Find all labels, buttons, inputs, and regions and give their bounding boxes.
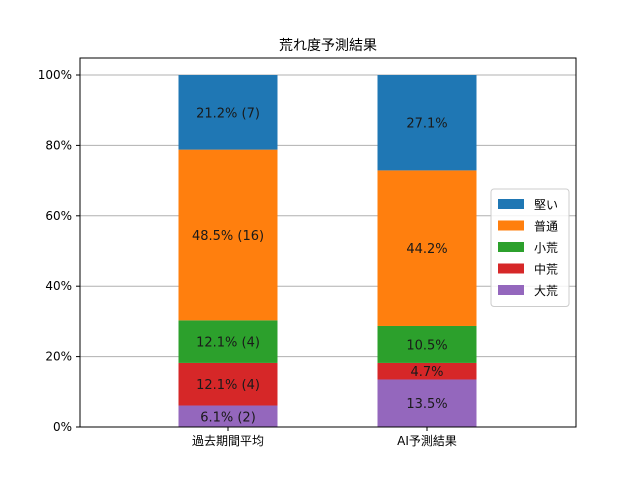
plot-frame bbox=[79, 57, 577, 428]
bar-segment bbox=[377, 325, 477, 363]
legend-label: 小荒 bbox=[534, 241, 558, 255]
bars-layer bbox=[178, 75, 477, 427]
legend-swatch bbox=[498, 220, 524, 231]
bar-value-label: 6.1% (2) bbox=[200, 410, 256, 425]
y-tick-label: 60% bbox=[45, 209, 72, 223]
legend-label: 中荒 bbox=[534, 262, 558, 277]
y-tick-label: 0% bbox=[53, 420, 72, 434]
legend-label: 大荒 bbox=[534, 284, 558, 298]
chart-title: 荒れ度予測結果 bbox=[279, 38, 377, 54]
bar-value-label: 12.1% (4) bbox=[196, 378, 260, 393]
bar-segment bbox=[178, 362, 278, 406]
bar-value-label: 48.5% (16) bbox=[192, 229, 264, 244]
bar-segment bbox=[377, 379, 477, 427]
legend-label: 普通 bbox=[534, 220, 558, 234]
bar-segment bbox=[377, 362, 477, 380]
y-tick-label: 20% bbox=[45, 350, 72, 364]
legend-label: 堅い bbox=[534, 198, 558, 212]
x-axis: 過去期間平均 AI予測結果 bbox=[192, 427, 457, 448]
bar-segment bbox=[178, 405, 278, 427]
legend-swatch bbox=[498, 285, 524, 295]
y-tick-label: 100% bbox=[38, 68, 72, 82]
y-tick-label: 40% bbox=[45, 279, 72, 293]
legend-swatch bbox=[498, 199, 524, 209]
bar-value-label: 27.1% bbox=[406, 117, 447, 132]
legend-box bbox=[490, 188, 570, 307]
legend-swatch bbox=[498, 242, 524, 252]
bar-value-label: 44.2% bbox=[406, 242, 447, 257]
bar-labels-layer: 6.1% (2) 12.1% (4) 12.1% (4) 48.5% (16) 21.2… bbox=[192, 106, 448, 425]
x-tick-label: AI予測結果 bbox=[397, 434, 457, 448]
bar-segment bbox=[377, 170, 477, 326]
legend-swatch bbox=[498, 263, 524, 274]
y-tick-label: 80% bbox=[45, 138, 72, 152]
bar-segment bbox=[178, 320, 278, 363]
x-tick-label: 過去期間平均 bbox=[192, 434, 264, 448]
bar-segment bbox=[178, 75, 278, 150]
bar-segment bbox=[377, 75, 477, 171]
bar-value-label: 10.5% bbox=[406, 338, 447, 353]
bar-value-label: 4.7% bbox=[410, 365, 443, 380]
bar-segment bbox=[178, 149, 278, 321]
bar-value-label: 13.5% bbox=[406, 397, 447, 412]
bar-value-label: 12.1% (4) bbox=[196, 336, 260, 351]
y-axis: 0% 20% 40% 60% 80% 100% bbox=[38, 68, 80, 434]
bar-value-label: 21.2% (7) bbox=[196, 106, 260, 121]
